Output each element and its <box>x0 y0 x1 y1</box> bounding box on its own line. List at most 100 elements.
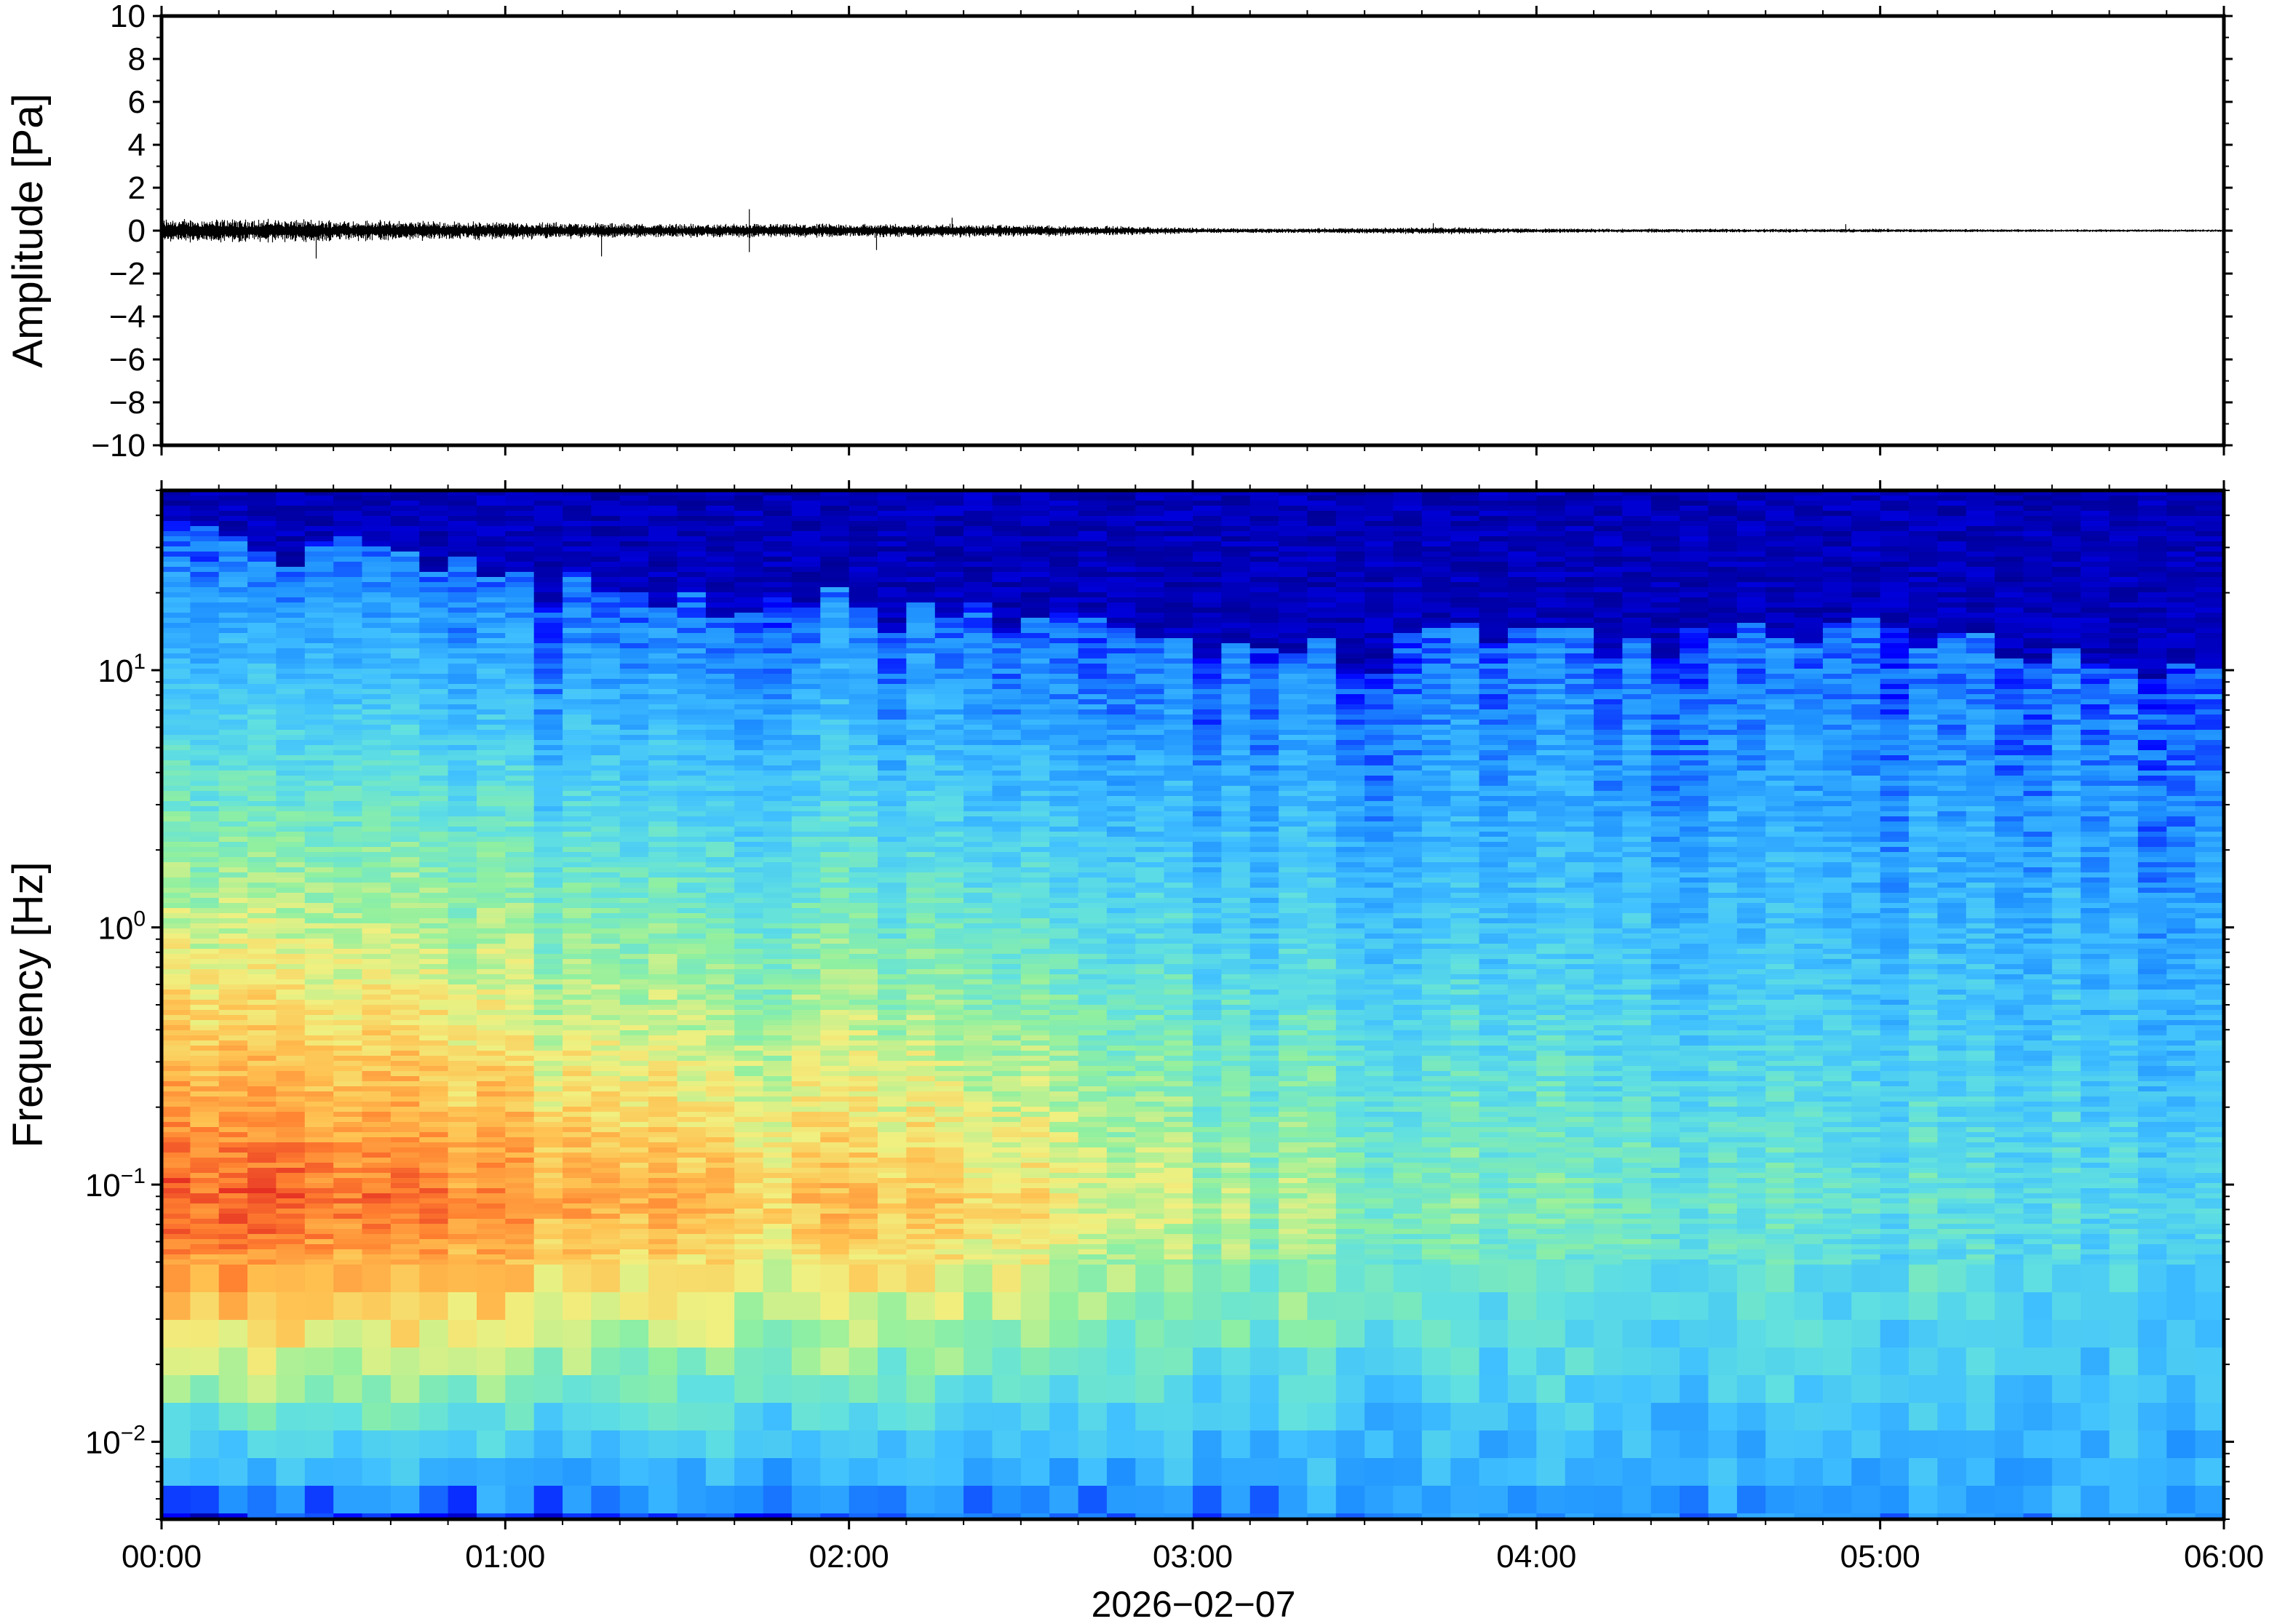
spectrogram-cell <box>333 1081 363 1087</box>
spectrogram-cell <box>390 689 421 695</box>
spectrogram-cell <box>505 745 535 751</box>
spectrogram-cell <box>648 511 678 517</box>
spectrogram-cell <box>419 1214 449 1219</box>
spectrogram-cell <box>705 1320 736 1348</box>
spectrogram-cell <box>533 923 563 929</box>
spectrogram-cell <box>906 592 936 598</box>
spectrogram-cell <box>390 720 421 725</box>
spectrogram-cell <box>276 506 306 512</box>
spectrogram-cell <box>878 832 907 837</box>
spectrogram-cell <box>533 664 563 669</box>
spectrogram-cell <box>734 587 764 593</box>
spectrogram-cell <box>419 1025 449 1031</box>
spectrogram-cell <box>477 577 506 583</box>
spectrogram-cell <box>362 1163 392 1169</box>
spectrogram-cell <box>505 786 535 792</box>
spectrogram-cell <box>247 1137 277 1143</box>
spectrogram-cell <box>162 730 191 736</box>
spectrogram-cell <box>448 694 477 700</box>
spectrogram-cell <box>333 1292 363 1321</box>
spectrogram-cell <box>448 1244 477 1250</box>
spectrogram-cell <box>963 1046 993 1051</box>
spectrogram-cell <box>648 1183 678 1189</box>
spectrogram-cell <box>591 1020 621 1026</box>
spectrogram-cell <box>533 796 563 802</box>
spectrogram-cell <box>591 608 621 613</box>
spectrogram-cell <box>591 1348 621 1376</box>
spectrogram-cell <box>162 1198 191 1204</box>
spectrogram-cell <box>934 801 964 807</box>
spectrogram-cell <box>934 1198 964 1204</box>
spectrogram-cell <box>791 1188 822 1194</box>
spectrogram-cell <box>505 837 535 843</box>
spectrogram-cell <box>218 1107 248 1112</box>
spectrogram-cell <box>992 1132 1022 1138</box>
spectrogram-cell <box>190 939 220 944</box>
spectrogram-cell <box>763 720 792 725</box>
spectrogram-cell <box>162 1219 191 1225</box>
spectrogram-cell <box>190 903 220 909</box>
spectrogram-cell <box>333 577 363 583</box>
spectrogram-cell <box>934 934 964 939</box>
spectrogram-cell <box>906 806 936 812</box>
spectrogram-cell <box>390 1030 421 1036</box>
spectrogram-cell <box>419 587 449 593</box>
spectrogram-cell <box>190 1209 220 1214</box>
spectrogram-cell <box>218 602 248 608</box>
spectrogram-cell <box>705 995 736 1000</box>
spectrogram-cell <box>190 704 220 710</box>
spectrogram-cell <box>906 1292 936 1321</box>
spectrogram-cell <box>448 628 477 634</box>
spectrogram-cell <box>619 725 649 731</box>
spectrogram-cell <box>505 679 535 685</box>
spectrogram-cell <box>963 552 993 557</box>
spectrogram-cell <box>477 1127 506 1133</box>
spectrogram-cell <box>763 658 792 664</box>
spectrogram-cell <box>448 1178 477 1184</box>
spectrogram-cell <box>362 903 392 909</box>
spectrogram-cell <box>477 1219 506 1225</box>
spectrogram-cell <box>677 908 707 914</box>
spectrogram-cell <box>563 1127 592 1133</box>
spectrogram-cell <box>878 1168 907 1174</box>
spectrogram-cell <box>878 913 907 919</box>
spectrogram-cell <box>648 954 678 960</box>
spectrogram-cell <box>247 832 277 837</box>
spectrogram-cell <box>162 1107 191 1112</box>
spectrogram-cell <box>477 1153 506 1158</box>
spectrogram-cell <box>591 720 621 725</box>
spectrogram-cell <box>304 949 334 955</box>
spectrogram-cell <box>906 1107 936 1112</box>
spectrogram-cell <box>276 1486 306 1514</box>
spectrogram-cell <box>648 750 678 756</box>
spectrogram-cell <box>906 526 936 532</box>
spectrogram-cell <box>448 1348 477 1376</box>
spectrogram-cell <box>218 1030 248 1036</box>
spectrogram-cell <box>934 837 964 843</box>
spectrogram-cell <box>505 1015 535 1021</box>
spectrogram-cell <box>677 755 707 761</box>
spectrogram-cell <box>992 577 1022 583</box>
spectrogram-cell <box>963 1292 993 1321</box>
spectrogram-cell <box>734 582 764 588</box>
spectrogram-cell <box>648 1153 678 1158</box>
spectrogram-cell <box>849 1198 878 1204</box>
spectrogram-cell <box>992 1486 1022 1514</box>
spectrogram-cell <box>533 1188 563 1194</box>
spectrogram-cell <box>563 1214 592 1219</box>
waveform-y-tick-label: −8 <box>109 385 146 421</box>
spectrogram-cell <box>533 1020 563 1026</box>
spectrogram-cell <box>591 1137 621 1143</box>
spectrogram-cell <box>677 903 707 909</box>
spectrogram-cell <box>677 1403 707 1431</box>
spectrogram-cell <box>992 720 1022 725</box>
spectrogram-cell <box>276 572 306 578</box>
spectrogram-cell <box>362 674 392 680</box>
spectrogram-cell <box>247 1081 277 1087</box>
spectrogram-cell <box>448 877 477 883</box>
spectrogram-cell <box>992 1066 1022 1072</box>
spectrogram-cell <box>362 582 392 588</box>
spectrogram-cell <box>763 1239 792 1245</box>
spectrogram-cell <box>820 1030 850 1036</box>
spectrogram-cell <box>505 857 535 863</box>
